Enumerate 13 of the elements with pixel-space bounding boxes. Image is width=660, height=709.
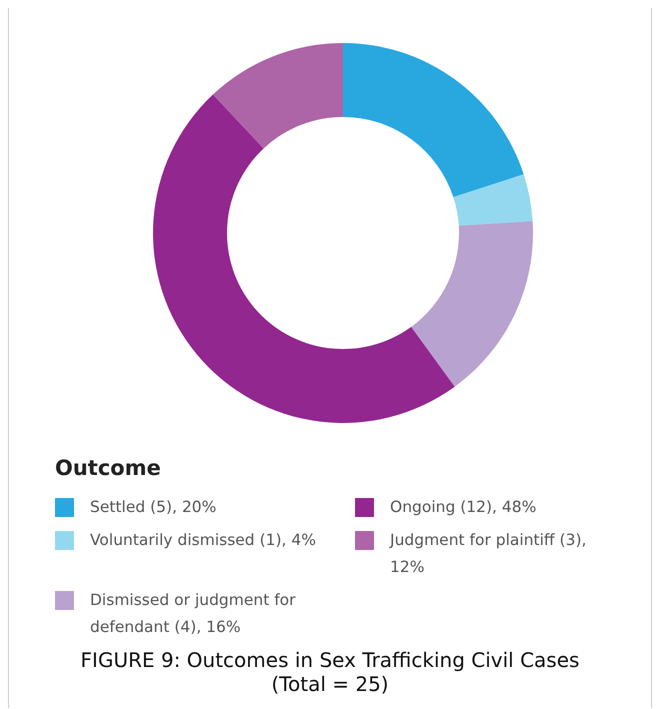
legend-label: Dismissed or judgment for defendant (4), 16% (90, 590, 297, 638)
legend-label: Judgment for plaintiff (3), 12% (390, 530, 588, 578)
legend-label: Voluntarily dismissed (1), 4% (90, 530, 317, 551)
donut-slice (453, 174, 533, 226)
donut-slice (153, 94, 455, 423)
donut-slice (343, 43, 524, 198)
legend-title: Outcome (55, 456, 162, 480)
legend-label: Settled (5), 20% (90, 497, 218, 518)
text: FIGURE 9: Outcomes in Sex Trafficking Civil Cases (80, 648, 580, 672)
donut-slice (212, 43, 343, 148)
legend-label: Ongoing (12), 48% (390, 497, 538, 518)
text: (Total = 25) (270, 672, 390, 696)
donut-slice (411, 221, 533, 387)
